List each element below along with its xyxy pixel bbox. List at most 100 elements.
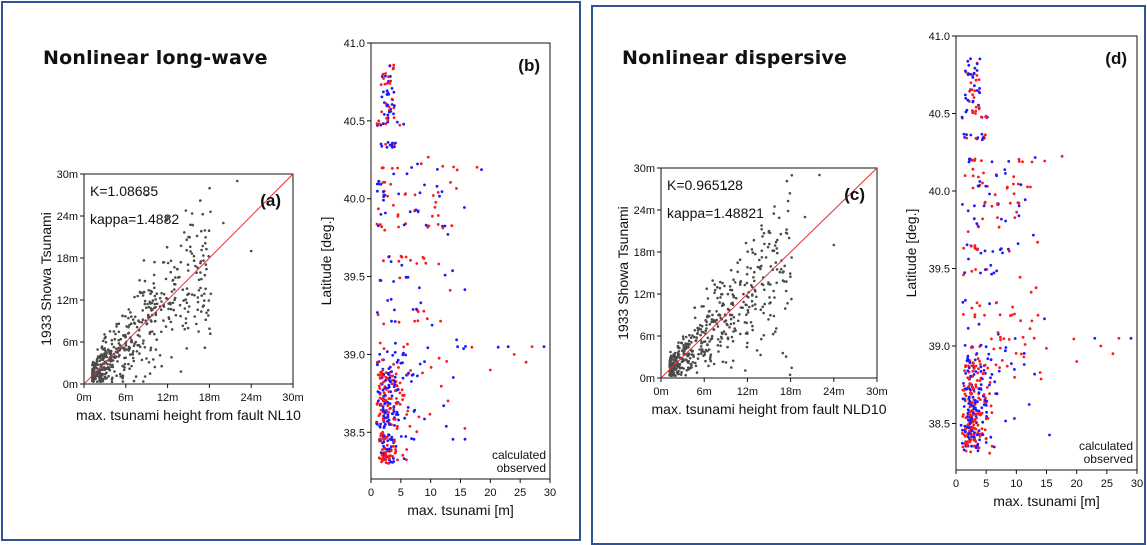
- scatter-point: [722, 303, 726, 307]
- scatter-point: [691, 334, 694, 337]
- scatter-point: [707, 364, 710, 368]
- scatter-point: [732, 322, 736, 325]
- scatter-point: [773, 205, 776, 208]
- latitude-point: [1038, 371, 1042, 374]
- latitude-point: [375, 122, 379, 126]
- scatter-point: [96, 363, 99, 366]
- latitude-point: [424, 223, 428, 227]
- scatter-point: [677, 341, 680, 344]
- latitude-point: [448, 288, 452, 292]
- kappa-value-annotation: kappa=1.48821: [667, 205, 764, 221]
- scatter-point: [788, 272, 792, 275]
- scatter-point: [183, 327, 186, 331]
- scatter-point: [192, 254, 196, 258]
- latitude-point: [375, 182, 379, 186]
- latitude-point: [410, 373, 414, 377]
- x-tick-label: 25: [1101, 478, 1113, 490]
- latitude-point: [986, 366, 990, 370]
- y-tick-label: 6m: [63, 337, 78, 349]
- k-value-annotation: K=1.08685: [90, 183, 158, 199]
- latitude-point: [984, 441, 988, 444]
- latitude-point: [392, 460, 396, 463]
- scatter-point: [716, 325, 720, 328]
- scatter-point: [786, 199, 790, 203]
- latitude-point: [967, 160, 971, 164]
- scatter-point: [745, 281, 749, 285]
- scatter-point: [769, 265, 772, 268]
- scatter-point: [738, 313, 741, 316]
- latitude-point: [426, 346, 430, 350]
- scatter-point: [145, 193, 148, 197]
- scatter-point: [772, 249, 776, 252]
- latitude-point: [997, 225, 1001, 229]
- latitude-point: [380, 373, 384, 377]
- latitude-point: [972, 71, 976, 75]
- latitude-point: [382, 322, 386, 326]
- latitude-point: [382, 414, 386, 418]
- latitude-point: [979, 365, 983, 369]
- latitude-point: [975, 222, 979, 226]
- scatter-point: [777, 216, 781, 220]
- latitude-point: [385, 81, 389, 85]
- scatter-point: [173, 296, 177, 300]
- scatter-point: [149, 346, 153, 350]
- x-axis-label: max. tsunami [m]: [407, 502, 514, 518]
- scatter-point: [752, 238, 756, 242]
- scatter-point: [149, 319, 153, 322]
- scatter-point: [185, 287, 189, 290]
- latitude-point: [376, 311, 379, 314]
- latitude-point: [964, 110, 968, 114]
- latitude-point: [973, 401, 977, 405]
- latitude-point: [426, 155, 430, 159]
- latitude-point: [381, 458, 385, 462]
- latitude-point: [989, 435, 993, 439]
- scatter-point: [173, 266, 176, 269]
- scatter-point: [141, 294, 145, 297]
- y-tick-label: 24m: [634, 205, 655, 217]
- latitude-point: [440, 190, 444, 194]
- latitude-point: [990, 337, 993, 341]
- latitude-point: [988, 392, 991, 395]
- latitude-point: [971, 369, 975, 373]
- scatter-point: [202, 259, 205, 262]
- latitude-point: [972, 361, 975, 365]
- latitude-point: [983, 249, 987, 253]
- latitude-point: [382, 347, 386, 350]
- scatter-point: [731, 339, 735, 343]
- latitude-point: [988, 383, 991, 387]
- latitude-point: [973, 246, 977, 250]
- scatter-point: [147, 289, 150, 292]
- latitude-point: [987, 352, 991, 356]
- scatter-point: [121, 314, 124, 318]
- scatter-point: [108, 363, 112, 366]
- scatter-point: [192, 259, 196, 263]
- latitude-point: [1011, 305, 1014, 309]
- latitude-point: [984, 133, 987, 137]
- latitude-point: [441, 226, 445, 230]
- latitude-point: [378, 341, 382, 345]
- latitude-point: [971, 99, 975, 103]
- scatter-point: [111, 359, 115, 362]
- latitude-point: [989, 404, 993, 408]
- scatter-point: [738, 283, 742, 286]
- latitude-point: [975, 74, 979, 77]
- latitude-point: [385, 89, 389, 93]
- scatter-point: [205, 247, 208, 251]
- scatter-point: [680, 360, 684, 364]
- latitude-point: [376, 189, 379, 193]
- latitude-point: [974, 408, 978, 412]
- latitude-point: [974, 420, 977, 423]
- scatter-point: [772, 212, 776, 215]
- y-tick-label: 38.5: [929, 419, 950, 431]
- scatter-point: [706, 343, 709, 346]
- scatter-point: [91, 363, 94, 366]
- latitude-point: [387, 110, 391, 114]
- latitude-point: [444, 424, 448, 428]
- latitude-point: [1013, 417, 1016, 420]
- latitude-point: [962, 246, 965, 250]
- scatter-point: [703, 340, 707, 343]
- latitude-point: [992, 445, 996, 449]
- latitude-point: [389, 79, 393, 83]
- scatter-point: [701, 330, 705, 334]
- latitude-point: [382, 419, 385, 422]
